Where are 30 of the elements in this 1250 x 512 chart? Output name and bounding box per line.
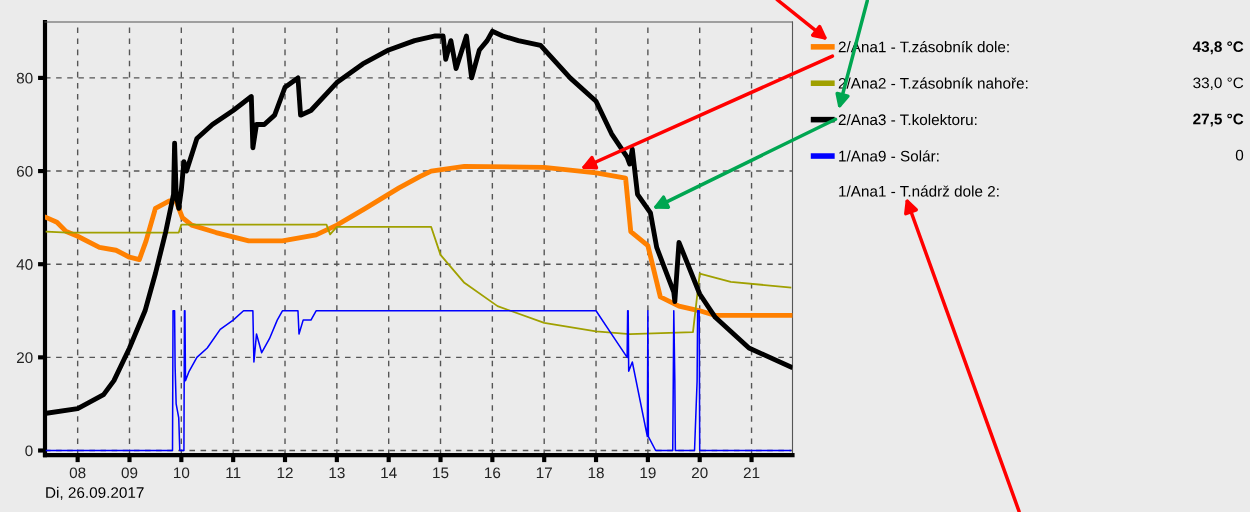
x-tick-label: 09 bbox=[121, 467, 138, 479]
y-tick-label: 20 bbox=[16, 352, 33, 364]
text: 27,5 °C bbox=[1193, 113, 1244, 127]
text: 1/Ana1 - T.nádrž dole 2: bbox=[839, 185, 999, 197]
line-series bbox=[45, 310, 792, 452]
x-tick-label: 17 bbox=[536, 467, 552, 479]
y-tick-label: 80 bbox=[16, 72, 33, 84]
x-tick-label: 18 bbox=[588, 467, 604, 479]
line-series bbox=[45, 223, 792, 335]
line-series bbox=[45, 163, 793, 318]
x-tick-label: 15 bbox=[433, 467, 449, 479]
text: 0 bbox=[1235, 149, 1244, 161]
x-tick-label: 11 bbox=[226, 467, 241, 479]
x-tick-label: 10 bbox=[174, 467, 190, 479]
x-tick-label: 20 bbox=[691, 467, 708, 479]
legend-label: 1/Ana9 - Solár: bbox=[839, 150, 939, 162]
legend-label: 2/Ana3 - T.kolektoru: bbox=[838, 113, 977, 126]
y-tick-label: 40 bbox=[16, 259, 33, 270]
x-tick-label: 21 bbox=[743, 467, 760, 479]
text: 43,8 °C bbox=[1192, 41, 1244, 55]
x-tick-label: 13 bbox=[329, 467, 345, 479]
x-axis-title: Di, 26.09.2017 bbox=[46, 486, 144, 500]
y-tick-label: 0 bbox=[25, 445, 33, 457]
y-tick-label: 60 bbox=[16, 165, 33, 177]
x-tick-label: 16 bbox=[485, 467, 501, 479]
text: 33,0 °C bbox=[1193, 77, 1244, 91]
x-tick-label: 19 bbox=[640, 467, 656, 479]
x-tick-label: 14 bbox=[381, 467, 397, 479]
x-tick-label: 12 bbox=[277, 467, 293, 479]
x-tick-label: 08 bbox=[69, 467, 86, 479]
